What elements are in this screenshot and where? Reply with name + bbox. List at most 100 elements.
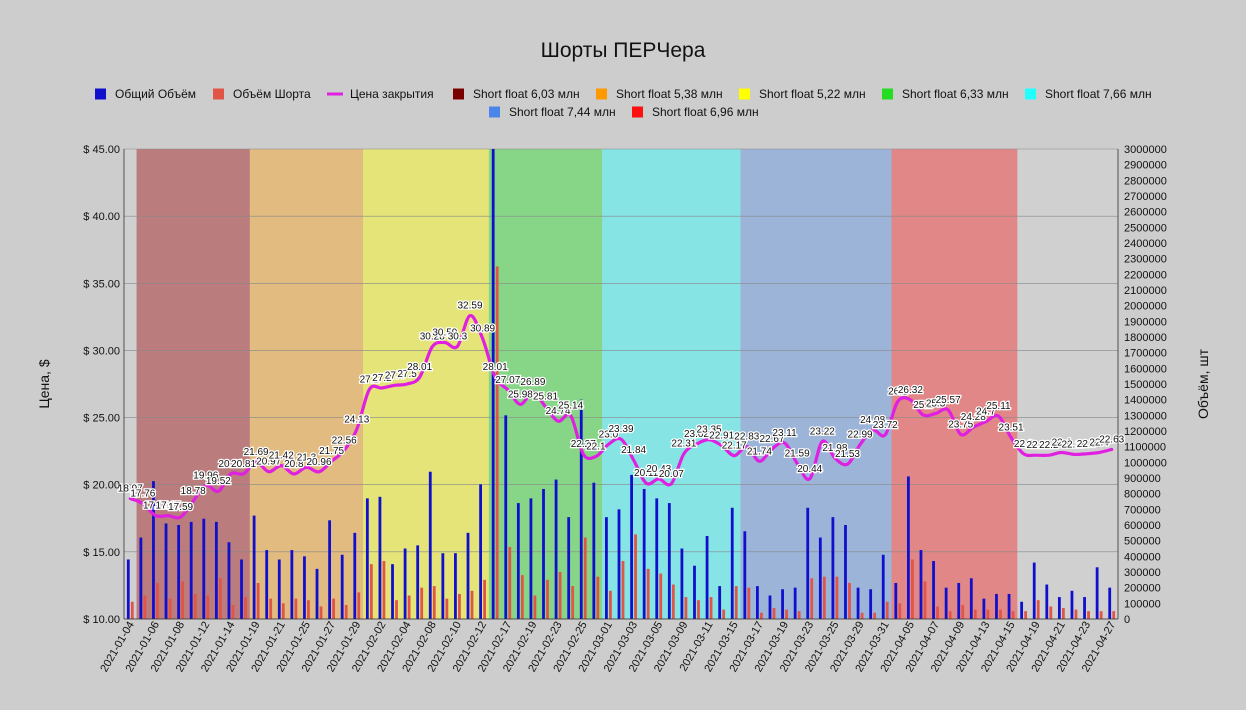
y-right-tick-label: 0: [1124, 614, 1130, 626]
total-volume-bar: [818, 537, 822, 619]
total-volume-bar: [730, 507, 734, 619]
y-right-tick-label: 1400000: [1124, 395, 1167, 407]
price-data-label: 17.76: [130, 489, 155, 500]
price-data-label: 24.13: [344, 414, 369, 425]
total-volume-bar: [793, 587, 797, 619]
short-volume-bar: [445, 598, 449, 619]
price-data-label: 30.59: [432, 328, 457, 339]
price-data-label: 24.08: [860, 415, 885, 426]
total-volume-bar: [139, 537, 143, 619]
y-right-axis-title: Объём, шт: [1195, 348, 1211, 419]
short-volume-bar: [344, 604, 348, 619]
total-volume-bar: [667, 503, 671, 619]
short-volume-bar: [797, 611, 801, 619]
total-volume-bar: [315, 568, 319, 619]
total-volume-bar: [1095, 567, 1099, 619]
short-volume-bar: [558, 572, 562, 619]
short-volume-bar: [206, 595, 210, 619]
total-volume-bar: [391, 564, 394, 619]
price-data-label: 21.59: [785, 448, 810, 459]
total-volume-bar: [605, 517, 608, 619]
legend-swatch: [1025, 88, 1036, 100]
total-volume-bar: [177, 525, 181, 619]
short-volume-bar: [810, 578, 814, 619]
total-volume-bar: [152, 481, 155, 619]
price-data-label: 20.8: [284, 459, 304, 470]
legend-label: Цена закрытия: [350, 87, 434, 101]
legend-swatch: [739, 88, 750, 100]
y-right-tick-label: 1200000: [1124, 426, 1167, 438]
short-volume-bar: [218, 578, 222, 619]
legend-label: Short float 6,03 млн: [473, 87, 580, 101]
total-volume-bar: [642, 488, 646, 619]
total-volume-bar: [529, 498, 533, 619]
price-data-label: 27.5: [397, 369, 417, 380]
short-volume-bar: [609, 590, 612, 619]
short-volume-bar: [910, 559, 914, 619]
price-data-label: 27.1: [360, 374, 380, 385]
short-float-bands: [136, 149, 1018, 619]
price-data-label: 20.97: [256, 457, 281, 468]
price-data-label: 23.35: [697, 425, 722, 436]
price-data-label: 23.51: [999, 423, 1024, 434]
total-volume-bar: [1032, 562, 1036, 619]
price-data-label: 22.99: [848, 430, 873, 441]
price-data-label: 23.39: [608, 424, 633, 435]
short-volume-bar: [395, 600, 398, 619]
short-volume-bar: [646, 568, 650, 619]
short-volume-bar: [369, 564, 373, 619]
legend-swatch: [632, 106, 643, 118]
short-volume-bar: [948, 611, 952, 619]
y-right-tick-label: 700000: [1124, 504, 1161, 516]
price-data-label: 28.01: [483, 362, 508, 373]
y-right-tick-label: 2100000: [1124, 285, 1167, 297]
y-right-tick-label: 1300000: [1124, 410, 1167, 422]
y-right-tick-label: 900000: [1124, 473, 1161, 485]
short-volume-bar: [483, 579, 486, 619]
short-volume-bar: [1087, 611, 1090, 619]
price-data-label: 22.3: [1077, 439, 1097, 450]
short-volume-bar: [382, 561, 386, 619]
price-data-label: 18.97: [118, 484, 143, 495]
y-right-tick-label: 500000: [1124, 536, 1161, 548]
short-volume-bar: [407, 595, 411, 619]
price-data-label: 24.28: [961, 412, 986, 423]
short-volume-bar: [822, 576, 826, 619]
total-volume-bar: [403, 548, 407, 619]
total-volume-bar: [906, 476, 910, 619]
y-left-tick-label: $ 35.00: [83, 278, 120, 290]
total-volume-bar: [781, 589, 784, 619]
short-volume-bar: [269, 598, 273, 619]
price-data-label: 23.11: [772, 428, 797, 439]
price-data-label: 22.1: [586, 442, 606, 453]
price-data-label: 26.32: [898, 385, 923, 396]
short-volume-bar: [873, 612, 877, 619]
short-volume-bar: [432, 586, 436, 619]
total-volume-bar: [202, 518, 206, 619]
short-volume-bar: [936, 606, 939, 619]
price-data-label: 23.0: [599, 429, 619, 440]
short-volume-bar: [1036, 600, 1040, 619]
price-data-label: 22.4: [1052, 437, 1072, 448]
short-volume-bar: [621, 561, 625, 619]
price-data-label: 23.72: [873, 420, 898, 431]
y-right-tick-label: 1000000: [1124, 457, 1167, 469]
total-volume-bar: [491, 149, 495, 619]
legend-label: Short float 5,38 млн: [616, 87, 723, 101]
short-volume-bar: [193, 593, 197, 619]
short-volume-bar: [470, 590, 474, 619]
total-volume-bar: [919, 550, 923, 619]
price-data-label: 22.91: [709, 431, 734, 442]
total-volume-bar: [881, 554, 885, 619]
short-volume-bar: [1049, 606, 1053, 619]
chart-title: Шорты ПЕРЧера: [541, 39, 706, 62]
total-volume-bar: [982, 598, 986, 619]
total-volume-bar: [428, 471, 432, 619]
price-data-label: 18.78: [181, 486, 206, 497]
legend-swatch: [213, 88, 224, 100]
short-volume-bar: [181, 581, 185, 619]
y-right-tick-label: 3000000: [1124, 144, 1167, 156]
total-volume-bar: [126, 559, 130, 619]
short-volume-bar: [684, 597, 688, 619]
